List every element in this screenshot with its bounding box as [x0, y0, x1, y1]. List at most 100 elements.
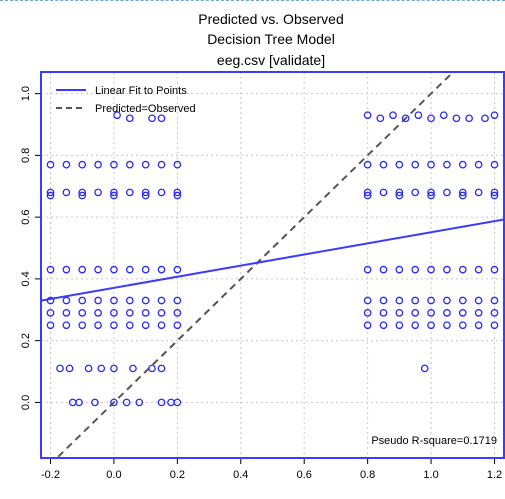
- data-point: [363, 265, 372, 274]
- title-line-1: Predicted vs. Observed: [198, 11, 344, 27]
- data-point: [173, 265, 182, 274]
- data-point: [148, 114, 156, 123]
- data-point: [78, 191, 87, 200]
- data-point: [46, 321, 55, 330]
- data-point: [78, 160, 87, 169]
- data-point: [363, 191, 372, 200]
- data-point: [427, 265, 435, 274]
- title-line-2: Decision Tree Model: [207, 31, 335, 47]
- data-point: [46, 265, 55, 274]
- data-point: [94, 296, 102, 305]
- data-point: [414, 111, 423, 120]
- data-point: [411, 160, 420, 169]
- data-points: [46, 111, 499, 407]
- data-point: [427, 188, 435, 197]
- data-point: [173, 309, 182, 317]
- data-point: [129, 364, 137, 373]
- data-point: [94, 160, 102, 169]
- data-point: [395, 309, 404, 317]
- data-point: [363, 296, 372, 305]
- data-point: [125, 309, 134, 317]
- legend-label-fit: Linear Fit to Points: [95, 85, 187, 97]
- data-point: [395, 321, 404, 330]
- data-point: [110, 309, 118, 317]
- data-point: [411, 309, 420, 317]
- data-point: [46, 309, 55, 317]
- data-point: [110, 265, 118, 274]
- legend: Linear Fit to Points Predicted=Observed: [56, 85, 196, 115]
- data-point: [113, 111, 121, 120]
- data-point: [490, 191, 499, 200]
- data-point: [78, 265, 87, 274]
- x-tick-label: 0.6: [297, 469, 312, 481]
- data-point: [379, 265, 388, 274]
- data-point: [474, 321, 483, 330]
- y-tick-label: 1.0: [20, 86, 32, 101]
- data-point: [427, 191, 435, 200]
- data-point: [427, 309, 435, 317]
- data-point: [411, 296, 420, 305]
- y-tick-label: 0.2: [20, 333, 32, 348]
- data-point: [395, 265, 404, 274]
- data-point: [452, 114, 461, 123]
- data-point: [157, 398, 166, 407]
- data-point: [379, 321, 388, 330]
- data-point: [427, 321, 435, 330]
- data-point: [395, 160, 404, 169]
- x-tick-label: 0.8: [360, 469, 375, 481]
- data-point: [125, 321, 134, 330]
- title-line-3: eeg.csv [validate]: [217, 52, 325, 68]
- data-point: [75, 398, 83, 407]
- data-point: [94, 265, 102, 274]
- data-point: [474, 160, 483, 169]
- data-point: [62, 160, 71, 169]
- x-tick-label: 1.2: [487, 469, 502, 481]
- data-point: [141, 265, 150, 274]
- data-point: [141, 296, 150, 305]
- data-point: [363, 309, 372, 317]
- y-tick-label: 0.6: [20, 209, 32, 224]
- data-point: [173, 296, 182, 305]
- data-point: [110, 188, 118, 197]
- data-point: [157, 114, 166, 123]
- data-point: [157, 364, 166, 373]
- data-point: [94, 188, 102, 197]
- data-point: [110, 160, 118, 169]
- data-point: [443, 188, 451, 197]
- data-point: [84, 364, 93, 373]
- x-tick-label: -0.2: [41, 469, 60, 481]
- data-point: [173, 321, 182, 330]
- data-point: [110, 296, 118, 305]
- data-point: [78, 321, 87, 330]
- data-point: [458, 265, 467, 274]
- data-point: [173, 398, 182, 407]
- x-tick-label: 1.0: [423, 469, 438, 481]
- data-point: [443, 309, 451, 317]
- data-point: [427, 160, 435, 169]
- data-point: [173, 160, 182, 169]
- data-point: [411, 321, 420, 330]
- data-point: [141, 191, 150, 200]
- data-point: [427, 114, 435, 123]
- data-point: [474, 309, 483, 317]
- data-point: [141, 309, 150, 317]
- data-point: [125, 188, 134, 197]
- y-axis: 0.0 0.2 0.4 0.6 0.8 1.0: [20, 86, 41, 410]
- data-point: [78, 296, 87, 305]
- data-point: [443, 160, 451, 169]
- data-point: [379, 296, 388, 305]
- data-point: [458, 309, 467, 317]
- data-point: [401, 114, 410, 123]
- x-tick-label: 0.4: [233, 469, 248, 481]
- data-point: [110, 321, 118, 330]
- data-point: [62, 188, 71, 197]
- data-point: [62, 309, 71, 317]
- data-point: [474, 296, 483, 305]
- data-point: [458, 191, 467, 200]
- data-point: [363, 188, 372, 197]
- data-point: [157, 160, 166, 169]
- data-point: [458, 321, 467, 330]
- data-point: [427, 296, 435, 305]
- data-point: [97, 364, 106, 373]
